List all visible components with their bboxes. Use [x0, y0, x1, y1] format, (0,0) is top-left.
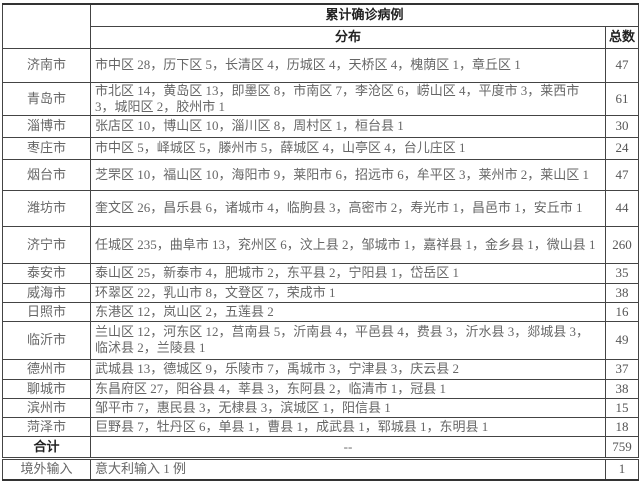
city-cell: 济南市 — [2, 47, 91, 83]
total-cell: 38 — [604, 378, 640, 399]
table-row: 淄博市 张店区 10，博山区 10，淄川区 8，周村区 1，桓台县 1 30 — [2, 114, 640, 138]
table-row: 济宁市 任城区 235，曲阜市 13，兖州区 6，汶上县 2，邹城市 1，嘉祥县 … — [2, 225, 640, 264]
header-distribution: 分布 — [90, 25, 606, 49]
table-row: 青岛市 市北区 14，黄岛区 13，即墨区 8，市南区 7，李沧区 6，崂山区 4… — [2, 81, 640, 116]
header-row-columns: 分布 总数 — [3, 25, 640, 49]
distribution-cell: 任城区 235，曲阜市 13，兖州区 6，汶上县 2，邹城市 1，嘉祥县 1，金… — [90, 225, 606, 264]
total-cell: 30 — [604, 114, 640, 138]
city-cell: 淄博市 — [2, 114, 91, 138]
city-cell: 德州市 — [2, 358, 91, 380]
total-cell: 35 — [604, 262, 640, 284]
table-row: 济南市 市中区 28，历下区 5，长清区 4，历城区 4，天桥区 4，槐荫区 1，… — [2, 47, 640, 83]
total-cell: 260 — [604, 225, 640, 264]
imported-row-distribution: 意大利输入 1 例 — [90, 457, 606, 481]
total-cell: 47 — [604, 158, 640, 191]
sum-row-label: 合计 — [2, 435, 91, 460]
total-cell: 16 — [604, 301, 640, 322]
total-cell: 15 — [604, 397, 640, 418]
total-cell: 38 — [604, 282, 640, 303]
city-cell: 青岛市 — [2, 81, 91, 116]
distribution-cell: 东昌府区 27，阳谷县 4，莘县 3，东阿县 2，临清市 1，冠县 1 — [90, 378, 606, 399]
city-cell: 枣庄市 — [2, 136, 91, 160]
distribution-cell: 奎文区 26，昌乐县 6，诸城市 4，临朐县 3，高密市 2，寿光市 1，昌邑市… — [90, 189, 606, 227]
city-cell: 烟台市 — [2, 158, 91, 191]
table-row: 威海市 环翠区 22，乳山市 8，文登区 7，荣成市 1 38 — [2, 282, 640, 303]
city-cell: 日照市 — [2, 301, 91, 322]
confirmed-cases-table: 累计确诊病例 分布 总数 济南市 市中区 28，历下区 5，长清区 4，历城区 4… — [2, 3, 640, 481]
table-row: 烟台市 芝罘区 10，福山区 10，海阳市 9，莱阳市 6，招远市 6，牟平区 3… — [2, 158, 640, 191]
imported-row-label: 境外输入 — [2, 457, 91, 481]
table-row: 滨州市 邹平市 7，惠民县 3，无棣县 3，滨城区 1，阳信县 1 15 — [2, 397, 640, 418]
header-row-title: 累计确诊病例 — [2, 3, 640, 49]
city-cell: 聊城市 — [2, 378, 91, 399]
sum-row: 合计 -- 759 — [2, 435, 640, 460]
city-cell: 菏泽市 — [2, 416, 91, 437]
header-total: 总数 — [604, 25, 640, 49]
distribution-cell: 市中区 5，峄城区 5，滕州市 5，薛城区 4，山亭区 4，台儿庄区 1 — [90, 136, 606, 160]
distribution-cell: 泰山区 25，新泰市 4，肥城市 2，东平县 2，宁阳县 1，岱岳区 1 — [90, 262, 606, 284]
sum-row-distribution: -- — [90, 435, 606, 460]
table-row: 菏泽市 巨野县 7，牡丹区 6，单县 1，曹县 1，成武县 1，郓城县 1，东明县… — [2, 416, 640, 437]
distribution-cell: 芝罘区 10，福山区 10，海阳市 9，莱阳市 6，招远市 6，牟平区 3，莱州… — [90, 158, 606, 191]
total-cell: 18 — [604, 416, 640, 437]
table-row: 临沂市 兰山区 12，河东区 12，莒南县 5，沂南县 4，平邑县 4，费县 3，… — [2, 320, 640, 360]
distribution-cell: 张店区 10，博山区 10，淄川区 8，周村区 1，桓台县 1 — [90, 114, 606, 138]
header-title: 累计确诊病例 — [89, 3, 640, 27]
header-empty-cell — [2, 3, 91, 49]
sum-row-total: 759 — [604, 435, 640, 460]
distribution-cell: 东港区 12，岚山区 2，五莲县 2 — [90, 301, 606, 322]
city-cell: 临沂市 — [2, 320, 91, 360]
city-cell: 泰安市 — [2, 262, 91, 284]
distribution-cell: 环翠区 22，乳山市 8，文登区 7，荣成市 1 — [90, 282, 606, 303]
table-row: 潍坊市 奎文区 26，昌乐县 6，诸城市 4，临朐县 3，高密市 2，寿光市 1，… — [2, 189, 640, 227]
city-cell: 济宁市 — [2, 225, 91, 264]
distribution-cell: 市北区 14，黄岛区 13，即墨区 8，市南区 7，李沧区 6，崂山区 4，平度… — [90, 81, 606, 116]
city-cell: 威海市 — [2, 282, 91, 303]
distribution-cell: 巨野县 7，牡丹区 6，单县 1，曹县 1，成武县 1，郓城县 1，东明县 1 — [90, 416, 606, 437]
total-cell: 44 — [604, 189, 640, 227]
total-cell: 24 — [604, 136, 640, 160]
distribution-cell: 兰山区 12，河东区 12，莒南县 5，沂南县 4，平邑县 4，费县 3，沂水县… — [90, 320, 606, 360]
total-cell: 49 — [604, 320, 640, 360]
imported-row-total: 1 — [604, 457, 640, 481]
total-cell: 37 — [604, 358, 640, 380]
distribution-cell: 武城县 13，德城区 9，乐陵市 7，禹城市 3，宁津县 3，庆云县 2 — [90, 358, 606, 380]
distribution-cell: 邹平市 7，惠民县 3，无棣县 3，滨城区 1，阳信县 1 — [90, 397, 606, 418]
total-cell: 47 — [604, 47, 640, 83]
city-cell: 滨州市 — [2, 397, 91, 418]
distribution-cell: 市中区 28，历下区 5，长清区 4，历城区 4，天桥区 4，槐荫区 1，章丘区… — [90, 47, 606, 83]
table-row: 聊城市 东昌府区 27，阳谷县 4，莘县 3，东阿县 2，临清市 1，冠县 1 38 — [2, 378, 640, 399]
city-cell: 潍坊市 — [2, 189, 91, 227]
table-row: 日照市 东港区 12，岚山区 2，五莲县 2 16 — [2, 301, 640, 322]
total-cell: 61 — [604, 81, 640, 116]
